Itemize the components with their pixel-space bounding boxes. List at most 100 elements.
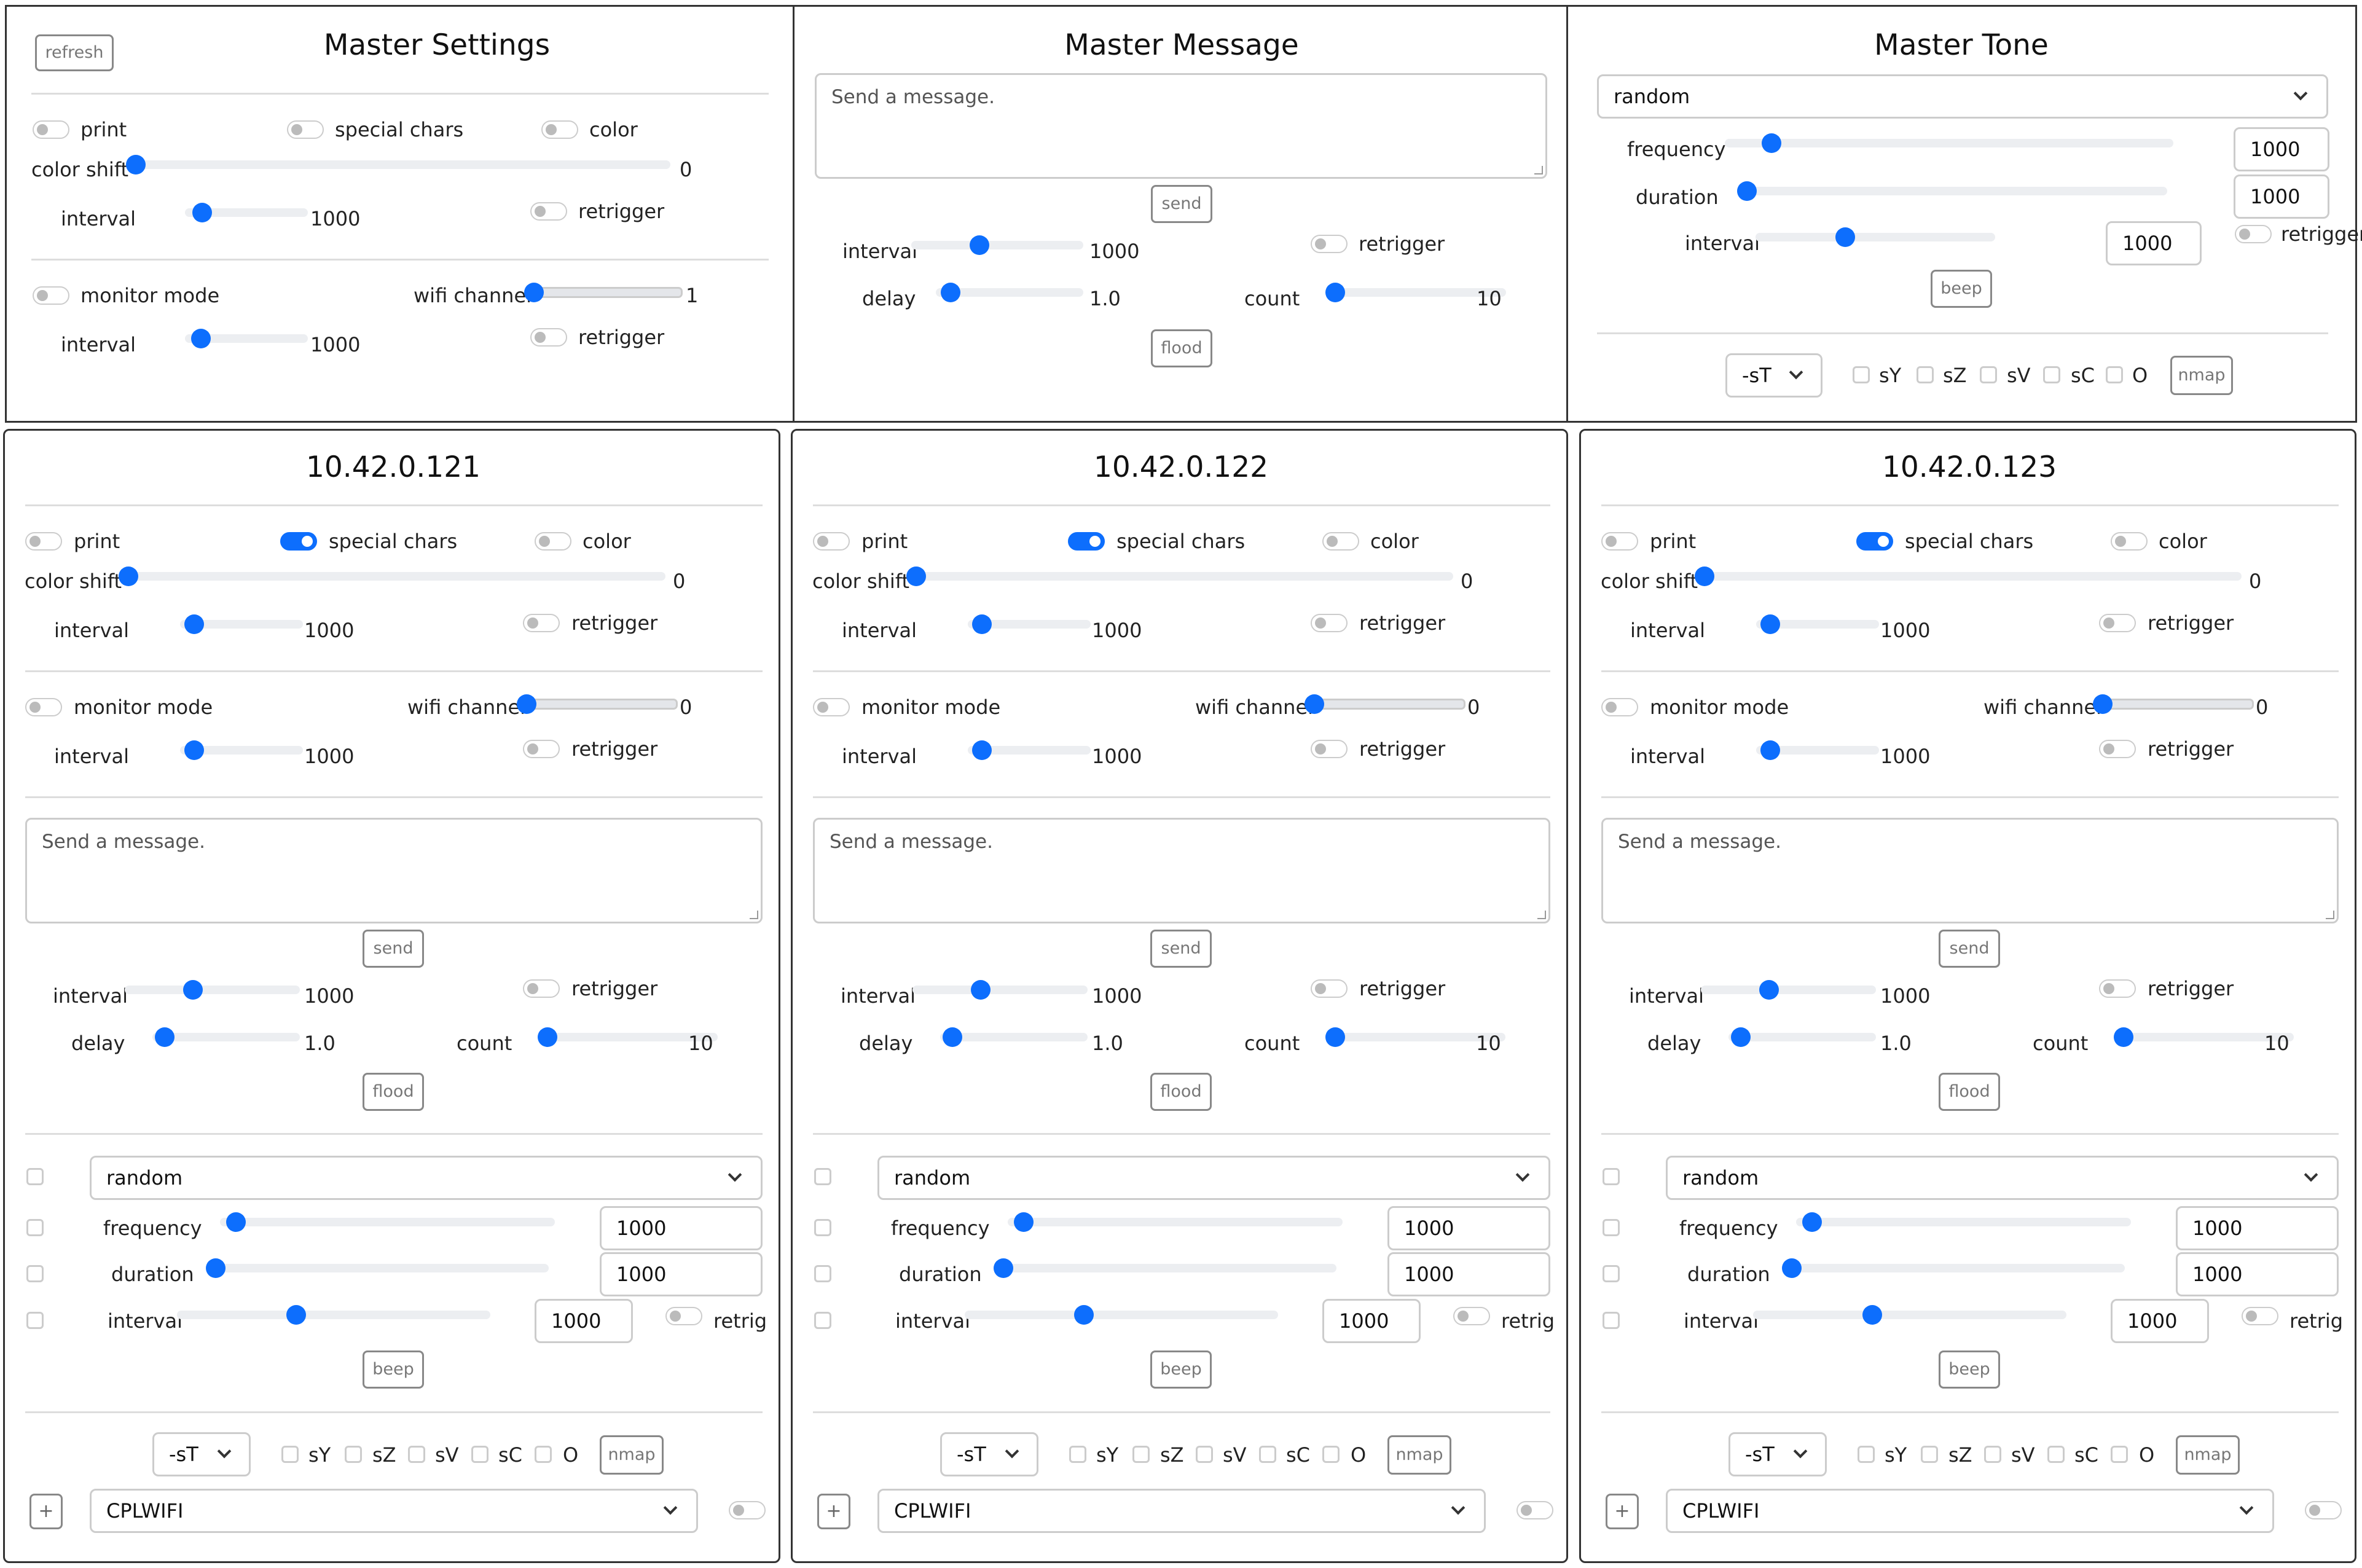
sz-checkbox[interactable] [1917, 366, 1934, 383]
interval-slider[interactable] [191, 329, 211, 348]
monitor-mode-toggle[interactable] [813, 698, 850, 716]
frequency-slider[interactable] [1802, 1212, 1822, 1232]
nmap-button[interactable]: nmap [600, 1435, 664, 1475]
frequency-checkbox[interactable] [1603, 1219, 1620, 1236]
network-select[interactable]: CPLWIFI [90, 1489, 698, 1533]
interval-input[interactable]: 1000 [2106, 221, 2202, 265]
duration-checkbox[interactable] [26, 1265, 44, 1282]
flood-button[interactable]: flood [1150, 1073, 1212, 1111]
wifi-channel-slider[interactable] [524, 283, 544, 302]
interval-slider[interactable] [1074, 1305, 1094, 1325]
nmap-button[interactable]: nmap [2176, 1435, 2240, 1475]
delay-slider[interactable] [1731, 1027, 1751, 1047]
interval-slider[interactable] [1760, 740, 1780, 760]
waveform-select[interactable]: random [1666, 1156, 2339, 1200]
duration-checkbox[interactable] [814, 1265, 831, 1282]
scan-type-select[interactable]: -sT [1728, 1432, 1827, 1476]
special-chars-toggle[interactable] [1068, 532, 1105, 551]
color-toggle[interactable] [2111, 532, 2148, 551]
delay-slider[interactable] [943, 1027, 962, 1047]
duration-slider[interactable] [1782, 1258, 1802, 1278]
delay-slider[interactable] [941, 283, 960, 302]
monitor-mode-toggle[interactable] [33, 286, 69, 305]
interval-slider[interactable] [1760, 614, 1780, 634]
duration-input[interactable]: 1000 [1387, 1252, 1550, 1296]
sy-checkbox[interactable] [1853, 366, 1870, 383]
special-chars-toggle[interactable] [280, 532, 317, 551]
frequency-input[interactable]: 1000 [1387, 1206, 1550, 1250]
retrig-toggle[interactable] [1453, 1307, 1490, 1325]
interval-slider[interactable] [972, 740, 992, 760]
sy-checkbox[interactable] [281, 1446, 299, 1463]
color-toggle[interactable] [535, 532, 571, 551]
tone-enable-checkbox[interactable] [814, 1168, 831, 1185]
network-select[interactable]: CPLWIFI [1666, 1489, 2274, 1533]
flood-button[interactable]: flood [1151, 329, 1212, 367]
interval-slider[interactable] [1759, 980, 1779, 1000]
connect-toggle[interactable] [1516, 1501, 1553, 1519]
interval-slider[interactable] [286, 1305, 306, 1325]
count-slider[interactable] [1325, 1027, 1345, 1047]
retrigger-toggle[interactable] [1311, 740, 1348, 758]
color-shift-slider[interactable] [1695, 566, 1714, 586]
special-chars-toggle[interactable] [287, 120, 324, 139]
send-button[interactable]: send [1939, 930, 2000, 968]
color-toggle[interactable] [1322, 532, 1359, 551]
interval-input[interactable]: 1000 [535, 1299, 633, 1343]
retrigger-toggle[interactable] [2099, 740, 2136, 758]
interval-slider[interactable] [183, 980, 203, 1000]
frequency-checkbox[interactable] [814, 1219, 831, 1236]
network-select[interactable]: CPLWIFI [877, 1489, 1486, 1533]
resize-grip-icon[interactable] [1537, 911, 1546, 919]
print-toggle[interactable] [1601, 532, 1638, 551]
special-chars-toggle[interactable] [1856, 532, 1893, 551]
retrigger-toggle[interactable] [523, 614, 560, 632]
scan-type-select[interactable]: -sT [1725, 353, 1823, 398]
scan-type-select[interactable]: -sT [940, 1432, 1038, 1476]
duration-input[interactable]: 1000 [600, 1252, 763, 1296]
sv-checkbox[interactable] [1980, 366, 1997, 383]
sy-checkbox[interactable] [1858, 1446, 1875, 1463]
o-checkbox[interactable] [2106, 366, 2123, 383]
retrigger-toggle[interactable] [1311, 614, 1348, 632]
refresh-button[interactable]: refresh [35, 34, 114, 71]
interval-slider[interactable] [970, 235, 989, 255]
retrigger-toggle[interactable] [2235, 225, 2272, 243]
message-textarea[interactable]: Send a message. [813, 818, 1550, 923]
frequency-input[interactable]: 1000 [2234, 127, 2329, 171]
sv-checkbox[interactable] [1196, 1446, 1213, 1463]
interval-checkbox[interactable] [814, 1312, 831, 1329]
flood-button[interactable]: flood [1939, 1073, 2000, 1111]
wifi-channel-slider[interactable] [1305, 694, 1324, 714]
sc-checkbox[interactable] [471, 1446, 488, 1463]
interval-slider[interactable] [1835, 227, 1855, 247]
tone-enable-checkbox[interactable] [26, 1168, 44, 1185]
interval-checkbox[interactable] [1603, 1312, 1620, 1329]
sc-checkbox[interactable] [2043, 366, 2060, 383]
retrigger-toggle[interactable] [523, 740, 560, 758]
wifi-channel-slider[interactable] [2093, 694, 2113, 714]
print-toggle[interactable] [33, 120, 69, 139]
send-button[interactable]: send [1150, 930, 1212, 968]
send-button[interactable]: send [1151, 185, 1212, 223]
connect-toggle[interactable] [729, 1501, 766, 1519]
duration-slider[interactable] [206, 1258, 226, 1278]
color-shift-slider[interactable] [906, 566, 926, 586]
o-checkbox[interactable] [2111, 1446, 2128, 1463]
sv-checkbox[interactable] [408, 1446, 425, 1463]
interval-checkbox[interactable] [26, 1312, 44, 1329]
beep-button[interactable]: beep [1931, 270, 1992, 308]
resize-grip-icon[interactable] [1534, 166, 1543, 174]
connect-toggle[interactable] [2305, 1501, 2342, 1519]
interval-slider[interactable] [972, 614, 992, 634]
retrigger-toggle[interactable] [2099, 979, 2136, 998]
send-button[interactable]: send [363, 930, 424, 968]
o-checkbox[interactable] [535, 1446, 552, 1463]
interval-input[interactable]: 1000 [1322, 1299, 1421, 1343]
flood-button[interactable]: flood [363, 1073, 424, 1111]
retrig-toggle[interactable] [2242, 1307, 2278, 1325]
interval-input[interactable]: 1000 [2111, 1299, 2209, 1343]
scan-type-select[interactable]: -sT [152, 1432, 251, 1476]
count-slider[interactable] [538, 1027, 557, 1047]
count-slider[interactable] [1325, 283, 1345, 302]
